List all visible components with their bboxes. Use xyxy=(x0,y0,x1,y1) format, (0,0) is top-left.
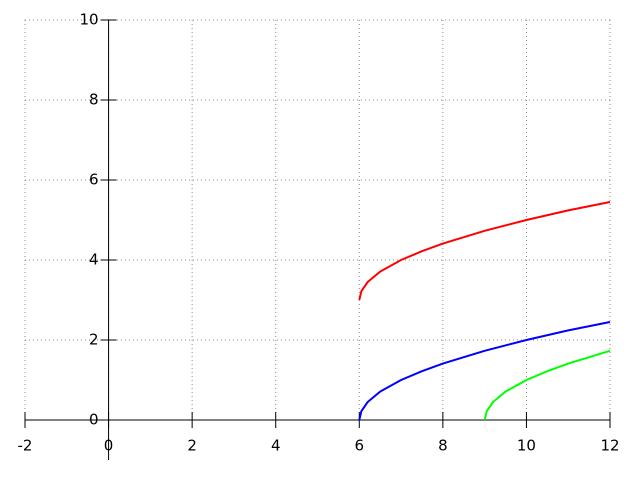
x-tick-label: 6 xyxy=(355,437,365,455)
y-tick-label: 2 xyxy=(89,331,99,349)
x-tick-label: 12 xyxy=(600,437,619,455)
x-tick-label: 2 xyxy=(187,437,197,455)
x-tick-label: -2 xyxy=(18,437,33,455)
y-tick-label: 4 xyxy=(89,251,99,269)
line xyxy=(358,201,611,301)
x-tick-label: 8 xyxy=(438,437,448,455)
x-tick-label: 4 xyxy=(271,437,281,455)
y-tick-label: 8 xyxy=(89,91,99,109)
line xyxy=(483,349,611,421)
x-tick-label: 10 xyxy=(517,437,536,455)
y-tick-label: 6 xyxy=(89,171,99,189)
line xyxy=(358,321,611,421)
y-tick-label: 10 xyxy=(79,11,98,29)
